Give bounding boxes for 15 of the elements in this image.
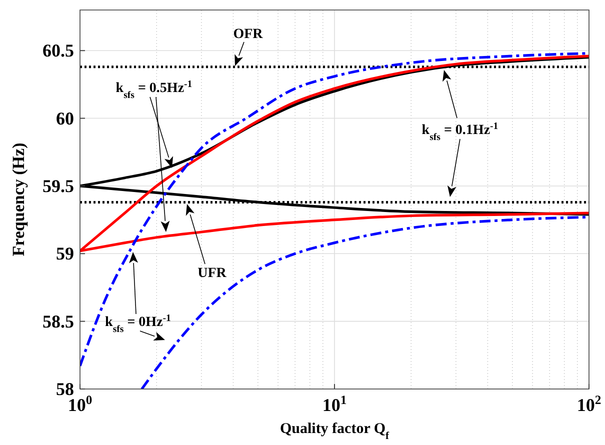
- y-tick-label: 59.5: [42, 176, 74, 196]
- y-axis-title: Frequency (Hz): [9, 142, 28, 256]
- y-tick-label: 58.5: [42, 311, 74, 332]
- annotation: k$_{sfs}$ = 0.1Hz$^{-1}$: [422, 120, 498, 142]
- y-tick-label: 58: [56, 379, 74, 399]
- x-axis-title: Quality factor Q$_{f}$: [280, 421, 390, 442]
- y-tick-label: 59: [56, 244, 74, 264]
- annotation: k$_{sfs}$ = 0.5Hz$^{-1}$: [116, 78, 192, 100]
- annotation: UFR: [198, 266, 228, 281]
- x-tick-label: 10$^{1}$: [322, 393, 347, 415]
- y-tick-label: 60: [56, 108, 74, 128]
- y-tick-label: 60.5: [42, 40, 74, 61]
- annotation: k$_{sfs}$ = 0Hz$^{-1}$: [105, 312, 172, 334]
- x-tick-label: 10$^{2}$: [576, 393, 602, 415]
- annotation: OFR: [233, 27, 264, 42]
